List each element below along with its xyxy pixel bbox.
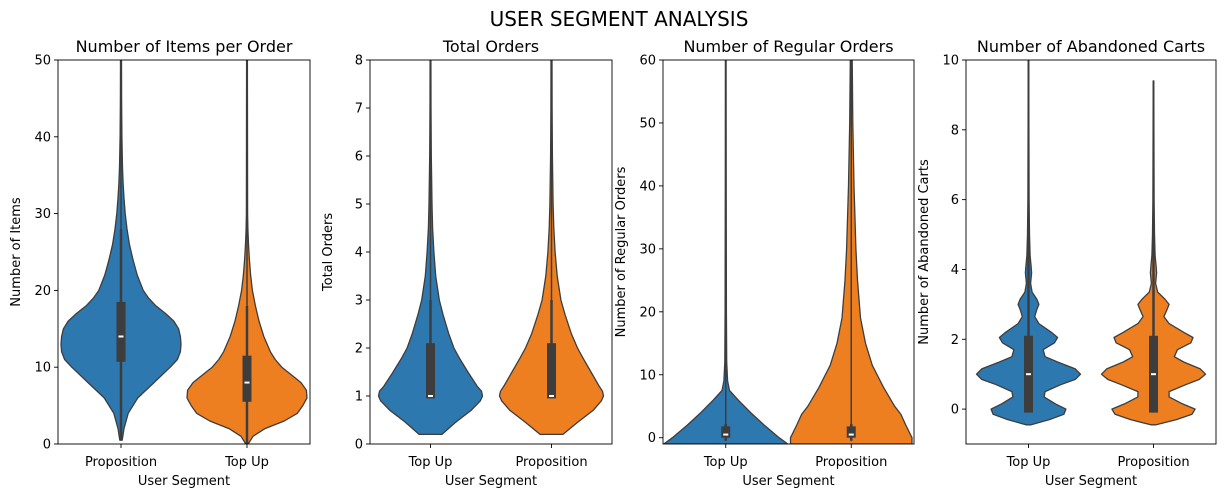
- plot-area: [975, 60, 1207, 426]
- violin-median: [244, 381, 250, 384]
- y-tick-label: 2: [951, 333, 959, 348]
- y-tick-label: 8: [355, 54, 363, 69]
- chart-panel-2: 0 1 2 3 4 5 6 7 8 Top Up Proposition Total Orders Us…: [321, 37, 613, 489]
- y-tick-label: 4: [951, 263, 959, 278]
- chart-panel-1: 0 10 20 30 40 50 Proposition Top Up Number of It…: [9, 37, 311, 489]
- y-tick-label: 2: [355, 342, 363, 357]
- y-tick-label: 10: [942, 54, 959, 69]
- y-axis-label: Number of Abandoned Carts: [917, 159, 932, 345]
- chart-panel-4: 0 2 4 6 8 10 Top Up Proposition Number of Abando…: [917, 37, 1217, 489]
- y-tick-label: 6: [355, 150, 363, 165]
- violin-iqr-box: [547, 343, 556, 399]
- y-tick-label: 8: [951, 123, 959, 138]
- y-tick-label: 7: [355, 102, 363, 117]
- chart-title: Number of Abandoned Carts: [977, 37, 1205, 56]
- y-tick-label: 20: [34, 284, 51, 299]
- violin-median: [723, 433, 729, 436]
- violin-median: [848, 433, 854, 436]
- violin-median: [118, 335, 124, 338]
- y-tick-label: 30: [639, 242, 656, 257]
- chart-title: Number of Regular Orders: [683, 37, 893, 56]
- violin-iqr-box: [242, 355, 252, 402]
- y-tick-label: 30: [34, 207, 51, 222]
- y-tick-label: 0: [648, 431, 656, 446]
- y-tick-label: 20: [639, 305, 656, 320]
- violin-iqr-box: [846, 426, 856, 438]
- x-axis-label: User Segment: [445, 474, 537, 489]
- y-tick-label: 50: [639, 116, 656, 131]
- y-tick-label: 0: [43, 438, 51, 453]
- plot-area: [60, 60, 308, 444]
- y-tick-label: 0: [951, 403, 959, 418]
- y-tick-label: 40: [34, 130, 51, 145]
- x-axis-label: User Segment: [1045, 474, 1137, 489]
- figure-title: USER SEGMENT ANALYSIS: [490, 7, 749, 31]
- y-tick-label: 50: [34, 54, 51, 69]
- chart-title: Number of Items per Order: [76, 37, 293, 56]
- y-tick-label: 0: [355, 438, 363, 453]
- y-tick-label: 10: [639, 368, 656, 383]
- x-tick-label: Proposition: [1117, 455, 1189, 470]
- axes-frame: [57, 59, 311, 445]
- x-tick-label: Proposition: [515, 455, 587, 470]
- axes-frame: [965, 59, 1217, 445]
- y-axis-label: Number of Regular Orders: [614, 166, 629, 337]
- chart-title: Total Orders: [442, 37, 539, 56]
- plot-area: [663, 60, 913, 444]
- violin-iqr-box: [721, 426, 731, 438]
- violin-median: [1151, 373, 1156, 376]
- x-axis-label: User Segment: [742, 474, 834, 489]
- x-axis-label: User Segment: [138, 474, 230, 489]
- x-tick-label: Top Up: [703, 455, 748, 470]
- chart-panel-3: 0 10 20 30 40 50 60 Top Up Proposition Number of …: [614, 37, 915, 489]
- y-tick-label: 3: [355, 294, 363, 309]
- y-tick-label: 5: [355, 198, 363, 213]
- violin-median: [549, 395, 554, 397]
- x-tick-label: Top Up: [1006, 455, 1051, 470]
- y-axis-label: Total Orders: [321, 213, 336, 292]
- x-tick-label: Top Up: [224, 455, 269, 470]
- violin-iqr-box: [426, 343, 435, 399]
- y-tick-label: 10: [34, 361, 51, 376]
- axes-frame: [662, 59, 915, 445]
- plot-area: [377, 60, 605, 436]
- x-tick-label: Proposition: [815, 455, 887, 470]
- violin-median: [1026, 373, 1031, 376]
- x-tick-label: Top Up: [408, 455, 453, 470]
- y-tick-label: 4: [355, 246, 363, 261]
- y-tick-label: 60: [639, 54, 656, 69]
- violin-median: [428, 395, 433, 397]
- y-axis-label: Number of Items: [9, 197, 24, 307]
- violin-iqr-box: [116, 301, 126, 362]
- y-tick-label: 40: [639, 179, 656, 194]
- x-tick-label: Proposition: [85, 455, 157, 470]
- y-tick-label: 1: [355, 390, 363, 405]
- y-tick-label: 6: [951, 193, 959, 208]
